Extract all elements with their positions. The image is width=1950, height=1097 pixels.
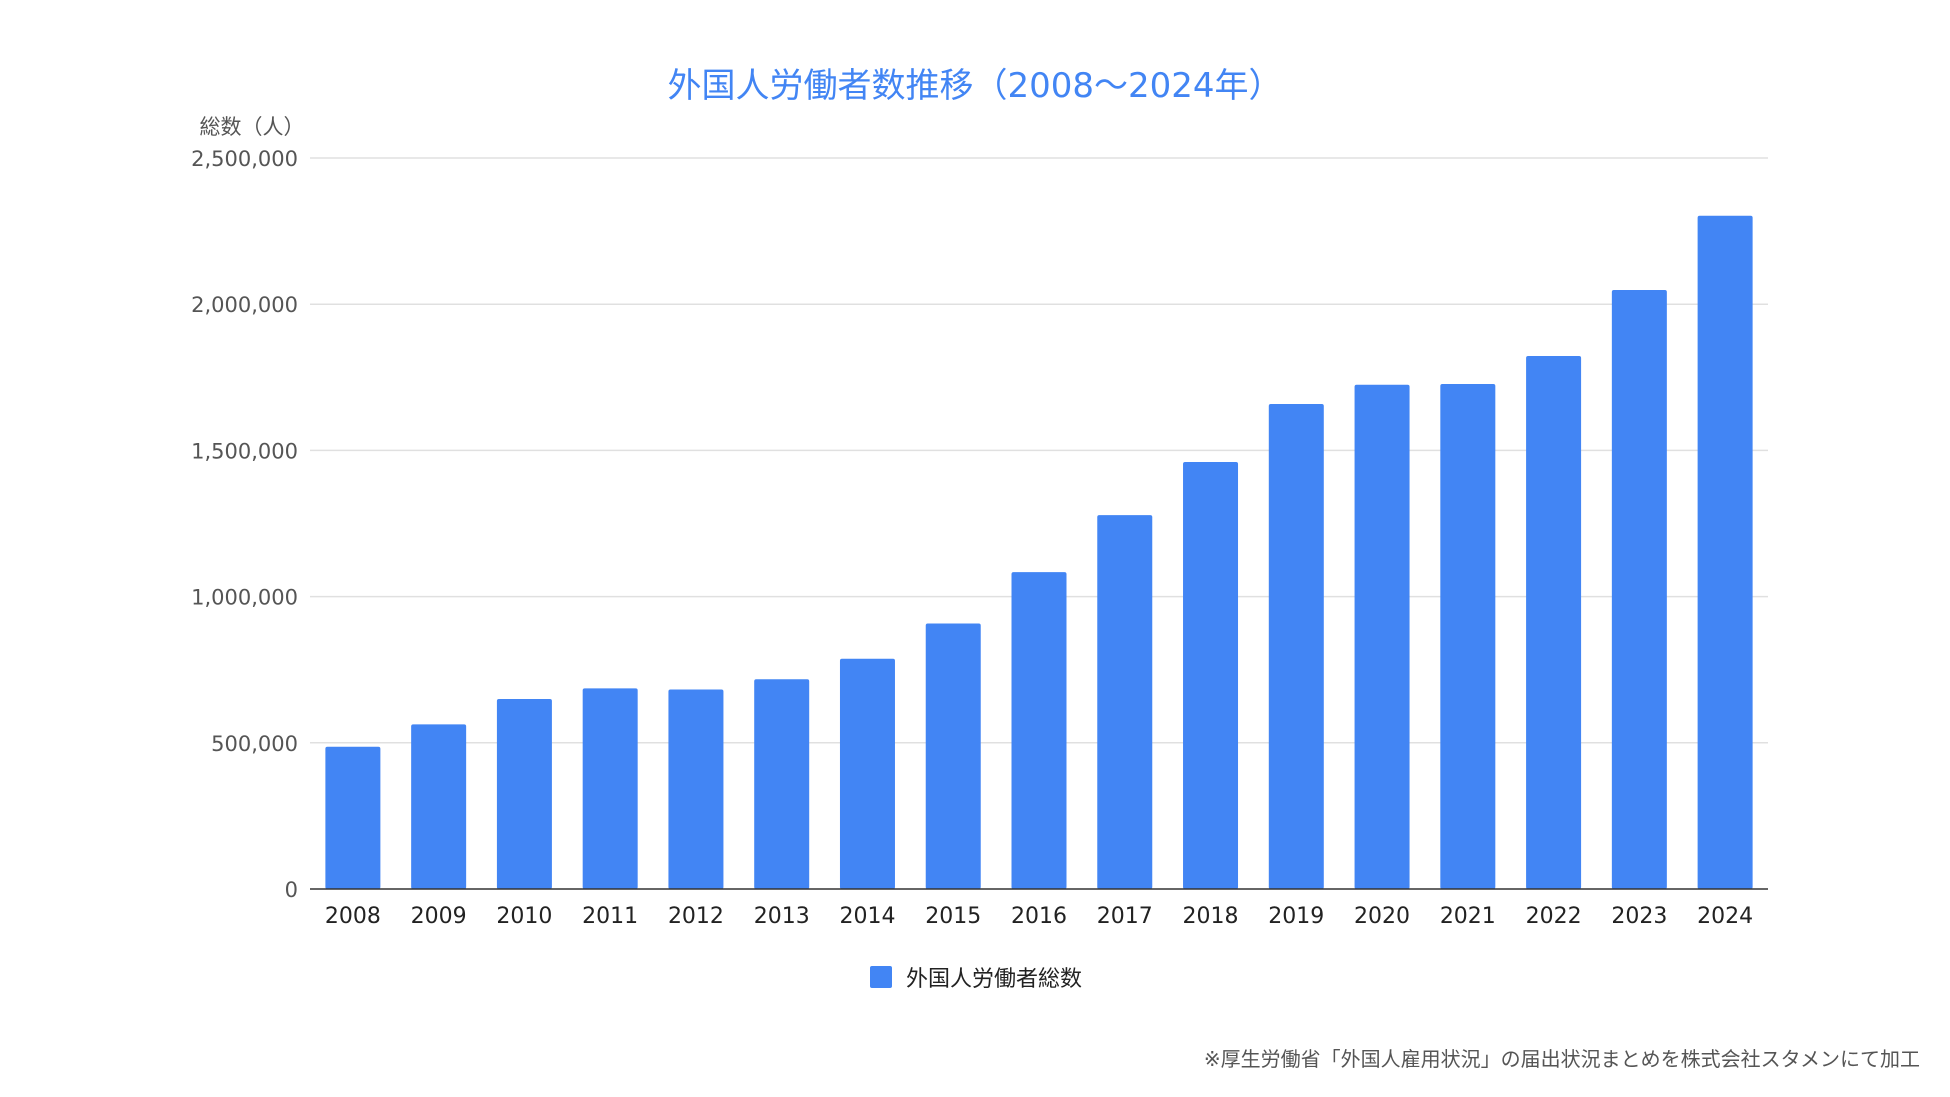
bar-2018 <box>1183 461 1239 889</box>
bar-2015 <box>925 623 981 889</box>
x-tick-label: 2022 <box>1526 904 1582 929</box>
bar-2017 <box>1097 515 1153 889</box>
bar-2022 <box>1526 356 1582 889</box>
bar-2011 <box>582 688 638 889</box>
x-tick-label: 2015 <box>925 904 981 929</box>
y-axis-title: 総数（人） <box>200 115 305 139</box>
x-tick-label: 2016 <box>1011 904 1067 929</box>
x-tick-labels: 2008 2009 2010 2011 2012 2013 2014 2015 2016 2017… <box>325 904 1753 929</box>
bar-2020 <box>1354 384 1410 889</box>
x-tick-label: 2012 <box>668 904 724 929</box>
bar-2023 <box>1611 289 1667 890</box>
bar-2014 <box>839 658 895 889</box>
x-tick-label: 2011 <box>582 904 638 929</box>
y-tick-labels: 0 500,000 1,000,000 1,500,000 2,000,000 2,500… <box>191 147 298 902</box>
x-tick-label: 2024 <box>1697 904 1753 929</box>
x-tick-label: 2009 <box>411 904 467 929</box>
legend-label: 外国人労働者総数 <box>906 967 1082 992</box>
legend: 外国人労働者総数 <box>870 966 1082 992</box>
x-tick-label: 2021 <box>1440 904 1496 929</box>
y-tick-label: 500,000 <box>211 732 298 756</box>
x-tick-label: 2014 <box>839 904 895 929</box>
bar-2010 <box>496 698 552 889</box>
x-tick-label: 2019 <box>1268 904 1324 929</box>
gridlines <box>310 157 1768 744</box>
x-tick-label: 2023 <box>1611 904 1667 929</box>
x-tick-label: 2010 <box>496 904 552 929</box>
bar-2013 <box>754 679 810 889</box>
source-footnote: ※厚生労働省「外国人雇用状況」の届出状況まとめを株式会社スタメンにて加工 <box>1204 1047 1920 1071</box>
x-tick-label: 2017 <box>1097 904 1153 929</box>
bar-2009 <box>411 724 467 889</box>
y-tick-label: 1,000,000 <box>191 586 298 610</box>
y-tick-label: 2,000,000 <box>191 293 298 317</box>
y-tick-label: 0 <box>285 878 298 902</box>
bar-2019 <box>1268 403 1324 889</box>
bars <box>325 215 1753 890</box>
y-tick-label: 2,500,000 <box>191 147 298 171</box>
x-tick-label: 2013 <box>754 904 810 929</box>
bar-2016 <box>1011 572 1067 889</box>
chart-title: 外国人労働者数推移（2008〜2024年） <box>667 66 1282 106</box>
bar-2008 <box>325 746 381 889</box>
x-tick-label: 2020 <box>1354 904 1410 929</box>
x-tick-label: 2018 <box>1183 904 1239 929</box>
x-tick-label: 2008 <box>325 904 381 929</box>
bar-2012 <box>668 689 724 889</box>
bar-2024 <box>1697 215 1753 889</box>
y-tick-label: 1,500,000 <box>191 439 298 463</box>
legend-swatch <box>870 966 892 988</box>
bar-2021 <box>1440 383 1496 889</box>
